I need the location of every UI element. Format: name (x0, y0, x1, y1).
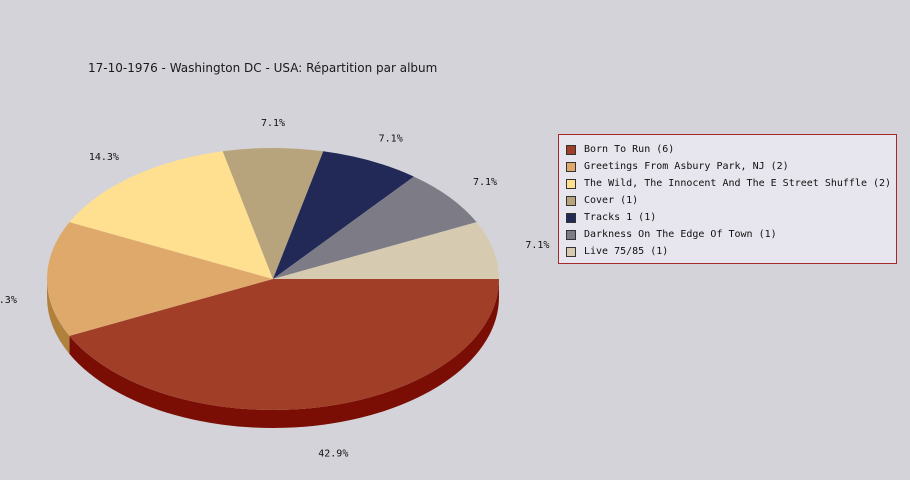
pie-side-1 (47, 279, 70, 354)
legend-item-4: Tracks 1 (1) (566, 209, 896, 226)
legend-label-3: Cover (1) (584, 195, 639, 206)
pie-slice-6 (273, 222, 499, 279)
pie-label-2: 14.3% (89, 152, 119, 163)
legend-item-2: The Wild, The Innocent And The E Street … (566, 175, 896, 192)
legend-label-1: Greetings From Asbury Park, NJ (2) (584, 161, 789, 172)
legend-item-5: Darkness On The Edge Of Town (1) (566, 226, 896, 243)
legend-swatch-2 (566, 178, 576, 189)
legend-label-0: Born To Run (6) (584, 144, 675, 155)
legend-label-6: Live 75/85 (1) (584, 246, 669, 257)
legend-item-0: Born To Run (6) (566, 141, 896, 158)
legend-label-2: The Wild, The Innocent And The E Street … (584, 178, 892, 189)
pie-label-4: 7.1% (379, 133, 403, 144)
legend-swatch-3 (566, 195, 576, 206)
legend-swatch-4 (566, 212, 576, 223)
legend-item-1: Greetings From Asbury Park, NJ (2) (566, 158, 896, 175)
pie-label-0: 42.9% (318, 448, 348, 459)
pie-label-3: 7.1% (261, 118, 285, 129)
pie-slice-0 (69, 279, 499, 411)
legend-swatch-6 (566, 246, 576, 257)
pie-side-0 (69, 279, 499, 429)
legend-item-6: Live 75/85 (1) (566, 243, 896, 260)
legend-label-5: Darkness On The Edge Of Town (1) (584, 229, 777, 240)
pie-label-6: 7.1% (525, 240, 549, 251)
chart-title: 17-10-1976 - Washington DC - USA: Répart… (88, 61, 438, 75)
pie-slice-1 (46, 222, 273, 336)
pie-slice-4 (273, 151, 414, 279)
legend: Born To Run (6) Greetings From Asbury Par… (558, 134, 897, 264)
legend-swatch-1 (566, 161, 576, 172)
legend-item-3: Cover (1) (566, 192, 896, 209)
pie-label-1: 14.3% (0, 295, 17, 306)
pie-slice-3 (222, 147, 324, 279)
pie-label-5: 7.1% (473, 177, 497, 188)
legend-swatch-5 (566, 229, 576, 240)
pie-slice-2 (69, 151, 273, 279)
legend-swatch-0 (566, 144, 576, 155)
pie-slice-5 (273, 176, 477, 279)
legend-label-4: Tracks 1 (1) (584, 212, 657, 223)
